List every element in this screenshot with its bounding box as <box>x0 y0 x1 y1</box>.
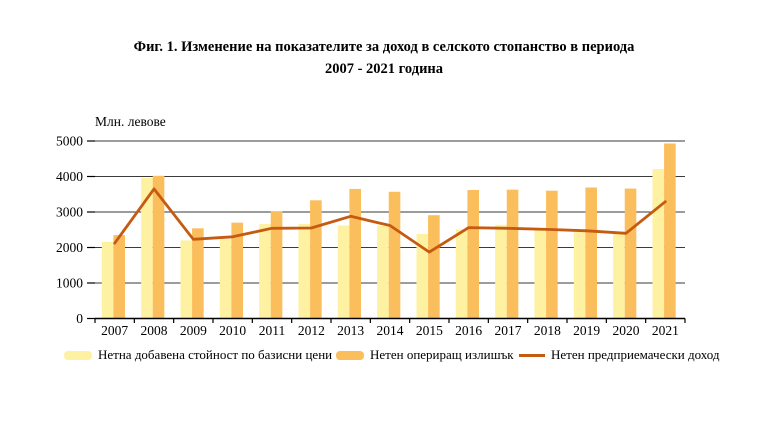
bar-net-value-added-2021 <box>652 169 665 319</box>
x-tick-label-2009: 2009 <box>180 323 207 338</box>
income-chart-plot: 0 1000 2000 3000 4000 5000 2007 2008 2009 2010 201… <box>56 134 686 338</box>
y-tick-label-5000: 5000 <box>56 134 83 149</box>
legend-item-net-operating-surplus: Нетен опериращ излишък <box>336 346 514 364</box>
x-tick-label-2014: 2014 <box>377 323 404 338</box>
x-tick-label-2020: 2020 <box>613 323 640 338</box>
bar-net-value-added-2009 <box>180 240 193 319</box>
x-tick-label-2007: 2007 <box>101 323 128 338</box>
bar-net-value-added-2015 <box>416 234 429 319</box>
bar-net-operating-surplus-2011 <box>270 211 283 319</box>
y-tick-label-3000: 3000 <box>56 205 83 220</box>
y-tick-label-1000: 1000 <box>56 276 83 291</box>
legend-swatch-net-operating-surplus <box>336 350 364 360</box>
legend-swatch-line-net-entrepreneurial-income <box>519 353 545 357</box>
bar-net-value-added-2020 <box>613 233 625 319</box>
legend-label-net-entrepreneurial-income: Нетен предприемачески доход <box>551 347 720 362</box>
x-tick-label-2021: 2021 <box>652 323 679 338</box>
bar-net-value-added-2012 <box>298 224 311 319</box>
bar-net-value-added-2010 <box>219 238 232 319</box>
bar-net-operating-surplus-2020 <box>624 188 637 319</box>
bar-net-value-added-2014 <box>377 225 389 319</box>
legend-item-net-entrepreneurial-income: Нетен предприемачески доход <box>519 346 720 364</box>
bar-net-operating-surplus-2018 <box>546 190 558 319</box>
x-tick-label-2018: 2018 <box>534 323 561 338</box>
bar-net-value-added-2007 <box>101 241 114 319</box>
bar-net-operating-surplus-2021 <box>664 143 676 319</box>
x-tick-label-2019: 2019 <box>573 323 600 338</box>
bar-net-operating-surplus-2016 <box>467 189 479 319</box>
y-axis-title: Млн. левове <box>95 114 166 129</box>
bar-net-operating-surplus-2009 <box>192 228 204 319</box>
x-tick-label-2016: 2016 <box>455 323 482 338</box>
legend-swatch-net-value-added <box>64 350 92 360</box>
chart-title-line2: 2007 - 2021 година <box>324 61 444 78</box>
x-tick-label-2008: 2008 <box>141 323 168 338</box>
bar-net-operating-surplus-2017 <box>506 189 519 319</box>
x-tick-label-2013: 2013 <box>337 323 364 338</box>
bar-net-operating-surplus-2007 <box>113 235 125 319</box>
x-tick-label-2010: 2010 <box>219 323 246 338</box>
x-tick-label-2017: 2017 <box>495 323 522 338</box>
line-net-entrepreneurial-income <box>113 187 667 254</box>
legend-label-net-operating-surplus: Нетен опериращ излишък <box>370 347 514 362</box>
chart-legend: Нетна добавена стойност по базисни цени … <box>0 346 768 364</box>
x-tick-label-2011: 2011 <box>259 323 286 338</box>
bar-net-operating-surplus-2015 <box>428 215 440 319</box>
bar-net-value-added-2017 <box>495 224 507 319</box>
bar-net-value-added-2008 <box>141 177 153 319</box>
y-tick-label-2000: 2000 <box>56 240 83 255</box>
bar-net-operating-surplus-2014 <box>388 191 401 319</box>
bar-net-value-added-2016 <box>455 229 468 319</box>
bar-net-value-added-2018 <box>534 230 547 319</box>
x-tick-label-2012: 2012 <box>298 323 325 338</box>
bar-net-operating-surplus-2010 <box>231 222 243 319</box>
bar-net-operating-surplus-2012 <box>310 200 322 319</box>
legend-item-net-value-added: Нетна добавена стойност по базисни цени <box>64 346 332 364</box>
bar-net-operating-surplus-2008 <box>152 175 165 319</box>
legend-label-net-value-added: Нетна добавена стойност по базисни цени <box>98 347 333 362</box>
bar-net-value-added-2019 <box>573 231 586 319</box>
bar-net-operating-surplus-2019 <box>585 187 597 319</box>
bar-net-value-added-2013 <box>337 225 350 319</box>
y-tick-label-4000: 4000 <box>56 169 83 184</box>
y-tick-label-0: 0 <box>76 311 83 326</box>
bar-net-operating-surplus-2013 <box>349 188 361 319</box>
bar-net-value-added-2011 <box>259 224 271 319</box>
x-tick-label-2015: 2015 <box>416 323 443 338</box>
chart-title-line1: Фиг. 1. Изменение на показателите за дох… <box>133 39 635 55</box>
chart-title: Фиг. 1. Изменение на показателите за дох… <box>0 36 768 81</box>
